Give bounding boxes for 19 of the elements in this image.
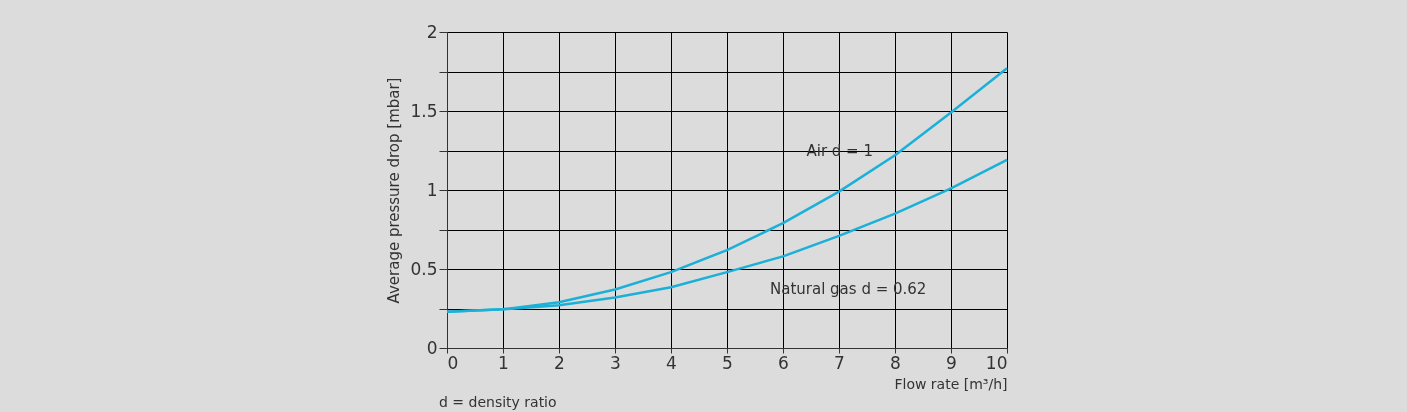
- x-tick-label: 9: [946, 352, 957, 373]
- x-tick-label: 0: [447, 352, 459, 373]
- x-tick-label: 1: [498, 352, 509, 373]
- x-tick-label: 2: [554, 352, 565, 373]
- y-tick-label: 0: [426, 337, 438, 358]
- text: d = density ratio: [439, 394, 557, 410]
- x-tick-label: 6: [778, 352, 789, 373]
- x-tick-label: 4: [666, 352, 677, 373]
- x-tick-label: 5: [722, 352, 733, 373]
- x-axis-title: Flow rate [m³/h]: [894, 375, 1008, 392]
- x-tick-label: 8: [890, 352, 901, 373]
- y-tick-label: 2: [426, 21, 438, 42]
- y-tick-label: 1.5: [410, 100, 438, 121]
- y-tick-label: 1: [426, 179, 438, 200]
- x-tick-label: 10: [985, 352, 1008, 373]
- y-axis-title: Average pressure drop [mbar]: [385, 77, 404, 304]
- y-tick-label: 0.5: [410, 258, 438, 279]
- x-tick-label: 3: [610, 352, 621, 373]
- x-tick-label: 7: [834, 352, 845, 373]
